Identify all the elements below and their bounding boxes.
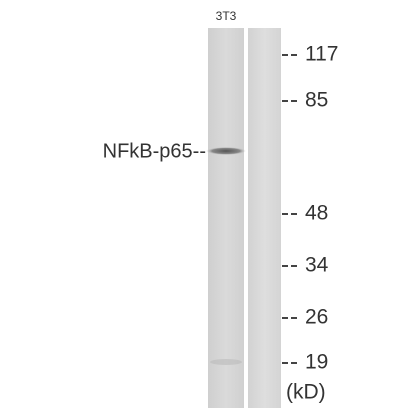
unit-label: (kD)	[286, 381, 326, 404]
lane	[208, 28, 244, 408]
marker-label: 26	[305, 306, 328, 329]
band-label: NFkB-p65--	[103, 140, 206, 162]
marker-label: 34	[305, 254, 329, 277]
marker-label: 117	[305, 43, 338, 66]
marker-label: 19	[305, 351, 328, 374]
lane	[248, 28, 281, 408]
marker-label: 85	[305, 89, 328, 112]
band	[210, 359, 242, 365]
marker-label: 48	[305, 202, 328, 225]
lane-label: 3T3	[216, 9, 237, 23]
band	[206, 147, 246, 155]
blot-figure: 3T3 NFkB-p65-- (kD) 117 85 48 34 26 19	[0, 0, 402, 408]
markers: 117 85 48 34 26 19	[282, 43, 338, 374]
